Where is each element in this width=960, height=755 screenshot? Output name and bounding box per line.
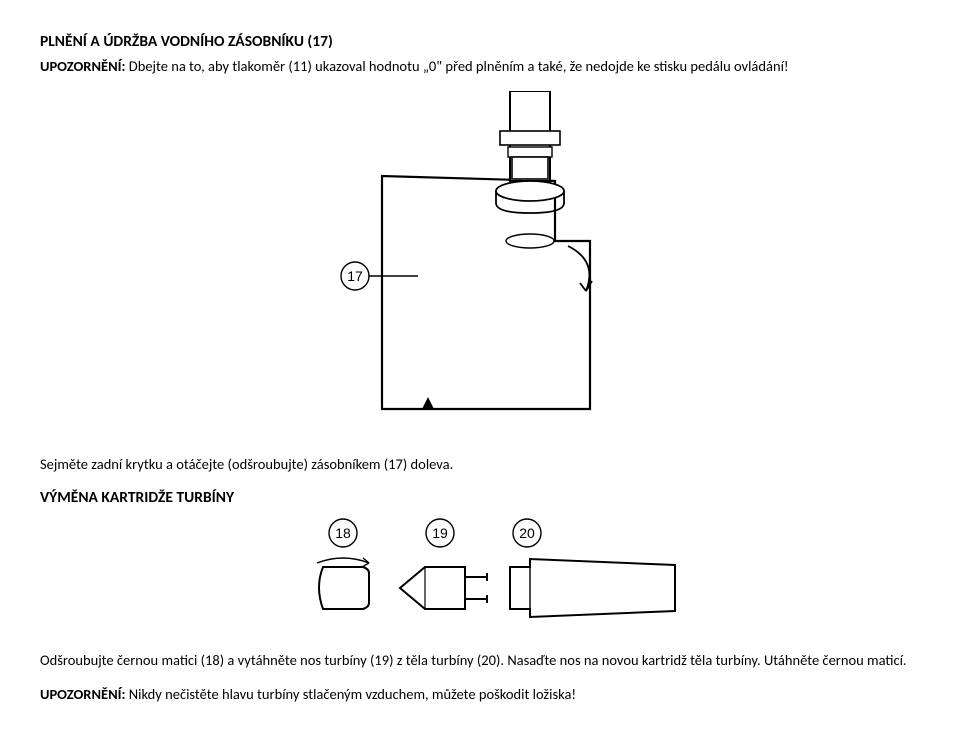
section2-para: Sejměte zadní krytku a otáčejte (odšroub… bbox=[40, 455, 920, 475]
figure1-callout: 17 bbox=[347, 268, 363, 284]
section3-para2: UPOZORNĚNÍ: Nikdy nečistěte hlavu turbín… bbox=[40, 685, 920, 705]
section1-para: UPOZORNĚNÍ: Dbejte na to, aby tlakoměr (… bbox=[40, 57, 920, 77]
figure2-container: 18 19 20 bbox=[40, 517, 920, 631]
figure2-callout-20: 20 bbox=[519, 525, 535, 541]
section2-heading: VÝMĚNA KARTRIDŽE TURBÍNY bbox=[40, 488, 920, 507]
figure1-svg: 17 bbox=[330, 91, 630, 431]
section1-heading: PLNĚNÍ A ÚDRŽBA VODNÍHO ZÁSOBNÍKU (17) bbox=[40, 32, 920, 51]
figure2-svg: 18 19 20 bbox=[265, 517, 695, 627]
section3-para: Odšroubujte černou matici (18) a vytáhně… bbox=[40, 651, 920, 671]
figure2-callout-18: 18 bbox=[335, 525, 351, 541]
section1-rest: Dbejte na to, aby tlakoměr (11) ukazoval… bbox=[126, 57, 789, 75]
figure2-callout-19: 19 bbox=[432, 525, 448, 541]
section1-bold: UPOZORNĚNÍ: bbox=[40, 57, 126, 75]
section3-bold: UPOZORNĚNÍ: bbox=[40, 685, 126, 703]
figure1-container: 17 bbox=[40, 91, 920, 435]
section3-rest: Nikdy nečistěte hlavu turbíny stlačeným … bbox=[126, 685, 577, 703]
